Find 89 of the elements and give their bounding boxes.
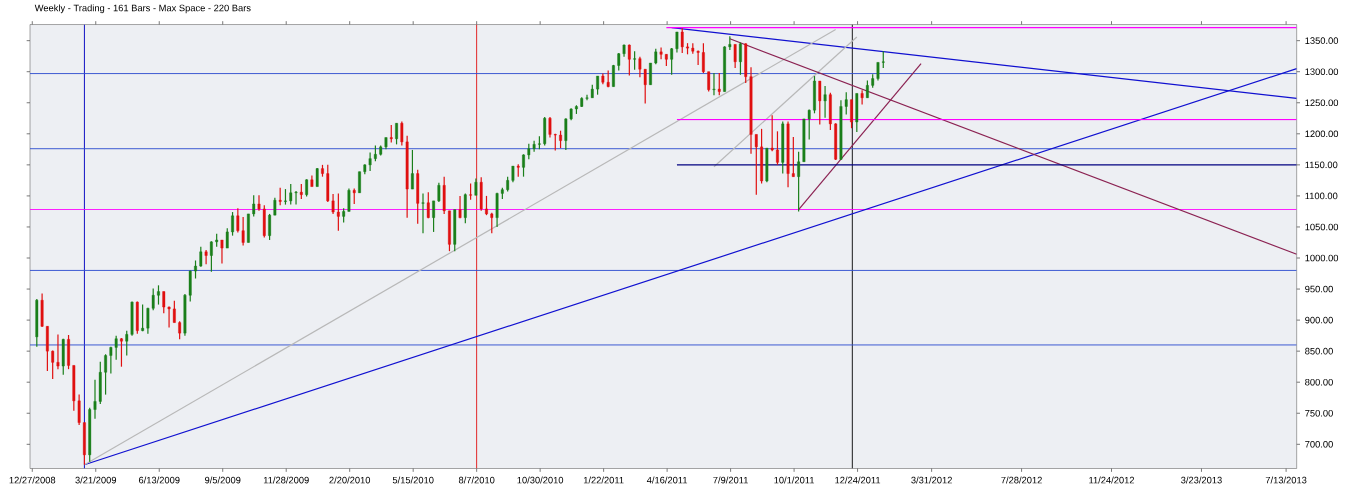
candlestick: [411, 149, 414, 190]
candlestick: [252, 194, 256, 218]
x-tick-label: 10/30/2010: [517, 476, 564, 484]
candlestick: [712, 72, 716, 97]
x-tick-label: 10/1/2011: [774, 476, 815, 484]
candlestick: [178, 320, 182, 341]
candlestick: [680, 27, 684, 54]
candlestick: [284, 188, 287, 206]
x-tick-label: 7/28/2012: [1001, 476, 1042, 484]
y-tick-label: 700.00: [1305, 441, 1333, 448]
candlestick: [315, 167, 319, 188]
candlestick: [426, 191, 430, 220]
y-tick-label: 800.00: [1305, 379, 1333, 386]
x-tick-label: 4/16/2011: [646, 476, 688, 484]
candlestick: [141, 304, 145, 333]
candlestick: [860, 89, 864, 106]
x-tick-label: 2/20/2010: [329, 476, 371, 484]
candlestick: [104, 353, 107, 396]
candlestick: [739, 42, 742, 76]
y-tick-label: 1100.00: [1305, 192, 1338, 200]
x-tick-label: 9/5/2009: [205, 476, 241, 484]
candlestick: [818, 80, 822, 126]
y-tick-label: 1000.00: [1305, 254, 1339, 262]
candlestick: [723, 45, 726, 93]
y-tick-label: 1350.00: [1305, 37, 1339, 45]
x-tick-label: 8/7/2010: [458, 476, 495, 484]
candlestick: [633, 50, 637, 71]
candlestick: [717, 72, 721, 97]
y-tick-label: 750.00: [1305, 410, 1333, 417]
candlestick: [701, 42, 705, 74]
candlestick: [707, 71, 711, 93]
candlestick: [448, 210, 451, 253]
x-tick-label: 6/13/2009: [138, 476, 180, 484]
candlestick: [358, 171, 361, 194]
candlestick: [559, 130, 562, 149]
candlestick: [220, 239, 224, 265]
candlestick: [733, 44, 737, 69]
x-tick-label: 3/23/2013: [1181, 476, 1222, 484]
x-tick-label: 12/24/2011: [835, 476, 881, 484]
candlestick: [627, 44, 631, 77]
candlestick: [209, 240, 213, 273]
x-tick-label: 5/15/2010: [392, 476, 434, 484]
candlestick: [575, 104, 578, 115]
candlestick: [432, 200, 435, 233]
candlestick: [120, 337, 123, 368]
candlestick: [522, 153, 525, 178]
y-tick-label: 950.00: [1305, 286, 1333, 293]
candlestick: [797, 151, 801, 213]
x-tick-label: 3/21/2009: [75, 476, 117, 484]
y-tick-label: 1250.00: [1305, 99, 1339, 107]
candlestick: [485, 195, 488, 216]
candlestick: [776, 130, 779, 166]
y-tick-label: 1200.00: [1305, 130, 1339, 138]
candlestick: [421, 193, 425, 234]
chart-title: Weekly - Trading - 161 Bars - Max Space - 220 Bars: [34, 4, 251, 14]
candlestick: [321, 164, 324, 178]
y-tick-label: 1300.00: [1305, 68, 1339, 76]
candlestick: [813, 75, 816, 115]
candlestick: [231, 211, 234, 237]
x-tick-label: 11/28/2009: [263, 476, 309, 484]
x-tick-label: 1/22/2011: [583, 476, 624, 484]
x-tick-label: 7/13/2013: [1265, 476, 1307, 484]
candlestick: [157, 284, 160, 306]
candlestick: [268, 213, 271, 241]
candlestick: [659, 47, 663, 61]
candlestick: [225, 227, 229, 249]
y-tick-label: 1150.00: [1305, 161, 1338, 169]
candlestick: [686, 42, 689, 56]
candlestick: [612, 64, 615, 88]
candlestick: [823, 85, 827, 119]
candlestick: [199, 246, 203, 268]
candlestick: [596, 75, 599, 96]
y-tick-label: 900.00: [1305, 317, 1333, 324]
x-tick-label: 3/31/2012: [911, 476, 952, 484]
candlestick: [204, 249, 208, 266]
candlestick: [336, 193, 340, 232]
candlestick: [67, 334, 70, 370]
candlestick: [770, 114, 774, 153]
y-tick-label: 1050.00: [1305, 223, 1339, 231]
candlestick: [649, 62, 652, 86]
candlestick: [395, 122, 398, 146]
candlestick: [194, 260, 197, 280]
x-tick-label: 7/9/2011: [713, 476, 748, 484]
candlestick: [728, 35, 732, 51]
candlestick: [463, 193, 467, 225]
x-tick-label: 12/27/2008: [9, 476, 56, 484]
y-tick-label: 850.00: [1305, 348, 1333, 355]
x-tick-label: 11/24/2012: [1089, 476, 1135, 484]
candlestick: [850, 99, 853, 130]
